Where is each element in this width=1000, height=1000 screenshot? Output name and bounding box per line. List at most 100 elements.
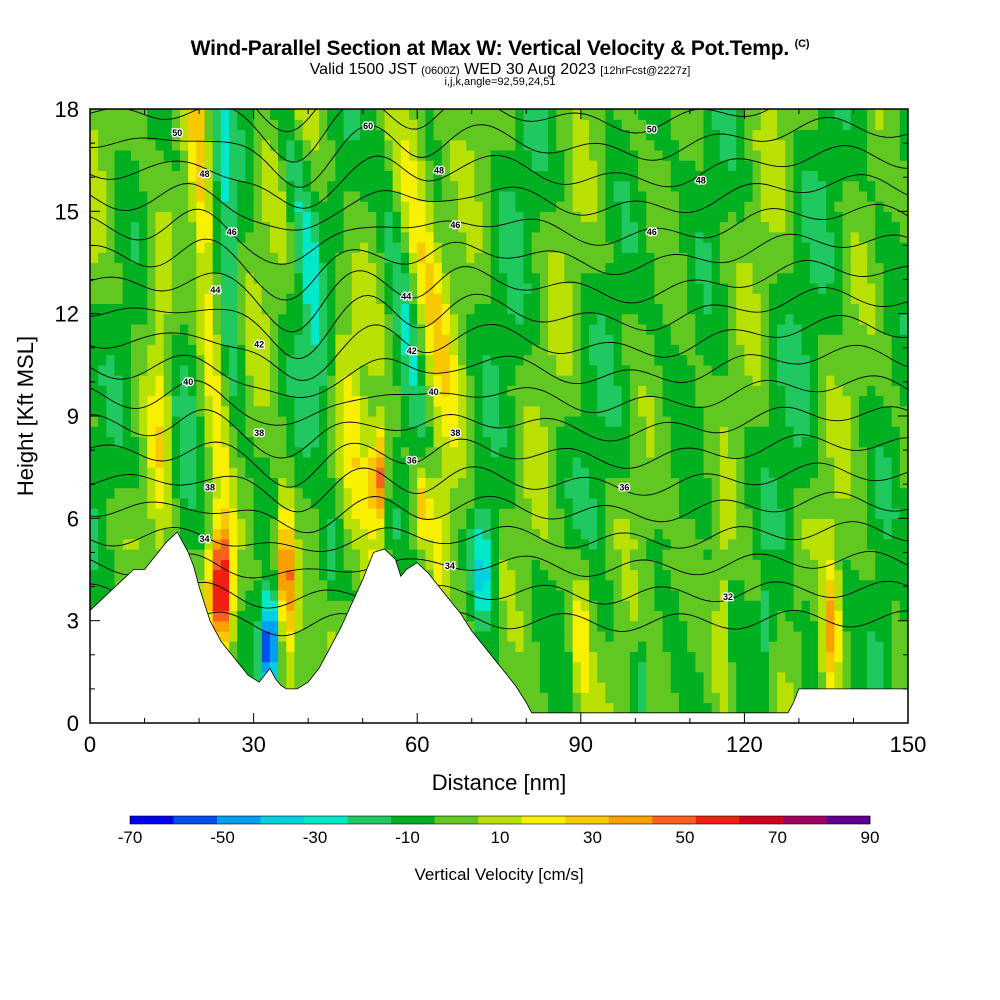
field-cell	[449, 109, 459, 120]
field-cell	[351, 201, 361, 212]
field-cell	[629, 344, 639, 356]
field-cell	[474, 364, 484, 376]
field-cell	[368, 293, 377, 305]
field-cell	[621, 651, 631, 663]
field-cell	[441, 242, 451, 253]
field-cell	[654, 671, 664, 683]
field-cell	[719, 364, 729, 376]
field-cell	[605, 262, 615, 274]
field-cell	[302, 610, 312, 622]
field-cell	[335, 559, 345, 571]
field-cell	[90, 528, 99, 540]
field-cell	[539, 129, 549, 141]
field-cell	[744, 620, 754, 632]
field-cell	[711, 549, 721, 560]
field-cell	[638, 262, 647, 274]
field-cell	[302, 354, 312, 366]
field-cell	[417, 190, 426, 202]
field-cell	[458, 201, 467, 212]
field-cell	[245, 416, 255, 427]
field-cell	[752, 467, 762, 478]
field-cell	[490, 600, 500, 612]
field-cell	[98, 456, 107, 468]
field-cell	[122, 456, 132, 468]
field-cell	[539, 661, 549, 673]
field-cell	[220, 487, 230, 499]
field-cell	[760, 395, 770, 407]
field-cell	[212, 282, 222, 294]
field-cell	[253, 487, 263, 499]
field-cell	[613, 405, 623, 417]
field-cell	[286, 221, 296, 233]
field-cell	[130, 129, 140, 141]
field-cell	[662, 313, 672, 325]
field-cell	[523, 282, 533, 294]
field-cell	[229, 538, 238, 550]
field-cell	[556, 682, 566, 693]
field-cell	[302, 641, 312, 652]
field-cell	[564, 323, 574, 335]
field-cell	[212, 201, 222, 212]
field-cell	[507, 170, 516, 182]
field-cell	[736, 344, 745, 356]
field-cell	[139, 201, 148, 212]
field-cell	[310, 569, 320, 581]
field-cell	[507, 323, 516, 335]
field-cell	[139, 354, 148, 366]
field-cell	[662, 456, 672, 468]
field-cell	[662, 221, 672, 233]
field-cell	[466, 160, 476, 171]
field-cell	[564, 518, 574, 530]
field-cell	[130, 559, 140, 571]
field-cell	[687, 538, 696, 550]
field-cell	[654, 139, 664, 151]
field-cell	[629, 630, 639, 642]
field-cell	[482, 630, 492, 642]
field-cell	[98, 569, 107, 581]
chart-title-text: Wind-Parallel Section at Max W: Vertical…	[190, 37, 790, 60]
field-cell	[646, 364, 656, 376]
field-cell	[310, 467, 320, 478]
field-cell	[269, 497, 279, 509]
field-cell	[670, 661, 680, 673]
field-cell	[204, 528, 214, 540]
field-cell	[588, 129, 598, 141]
field-cell	[98, 426, 107, 438]
field-cell	[179, 323, 189, 335]
field-cell	[220, 262, 230, 274]
field-cell	[507, 354, 516, 366]
field-cell	[515, 282, 525, 294]
field-cell	[703, 129, 713, 141]
field-cell	[490, 487, 500, 499]
field-cell	[310, 262, 320, 274]
field-cell	[417, 416, 426, 427]
field-cell	[294, 119, 304, 131]
field-cell	[261, 109, 271, 120]
field-cell	[114, 129, 124, 141]
field-cell	[638, 651, 647, 663]
field-cell	[425, 303, 435, 315]
field-cell	[760, 180, 770, 192]
field-cell	[302, 487, 312, 499]
field-cell	[359, 293, 369, 305]
field-cell	[613, 456, 623, 468]
field-cell	[687, 692, 696, 704]
field-cell	[139, 119, 148, 131]
field-cell	[294, 109, 304, 120]
field-cell	[351, 221, 361, 233]
field-cell	[670, 344, 680, 356]
field-cell	[212, 109, 222, 120]
field-cell	[572, 405, 582, 417]
field-cell	[499, 528, 508, 540]
field-cell	[752, 160, 762, 171]
field-cell	[466, 354, 476, 366]
field-cell	[409, 242, 418, 253]
field-cell	[531, 282, 541, 294]
valid-date: WED 30 Aug 2023	[464, 61, 596, 78]
field-cell	[425, 323, 435, 335]
field-cell	[253, 600, 263, 612]
field-cell	[441, 344, 451, 356]
field-cell	[539, 692, 549, 704]
field-cell	[417, 272, 426, 284]
field-cell	[253, 589, 263, 601]
